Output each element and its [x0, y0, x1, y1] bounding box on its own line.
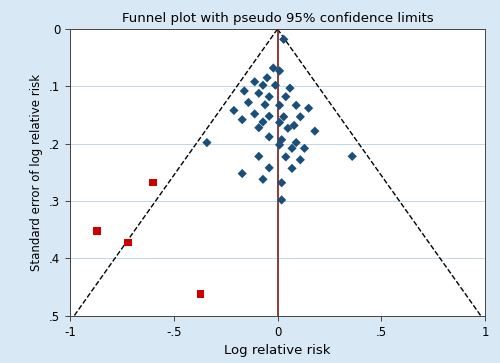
Point	[296, 114, 304, 120]
Point	[280, 114, 287, 120]
Point	[263, 75, 271, 81]
Point	[284, 125, 292, 131]
Point	[288, 166, 296, 171]
Point	[296, 157, 304, 163]
Point	[255, 154, 263, 159]
Point	[288, 146, 296, 151]
Point	[259, 82, 267, 88]
Point	[278, 137, 285, 143]
Point	[230, 107, 238, 113]
Point	[238, 117, 246, 123]
Point	[311, 128, 319, 134]
Point	[259, 176, 267, 182]
Point	[300, 146, 308, 151]
Point	[259, 119, 267, 125]
Point	[282, 154, 290, 160]
Point	[255, 90, 263, 96]
Point	[240, 88, 248, 94]
Y-axis label: Standard error of log relative risk: Standard error of log relative risk	[30, 74, 44, 271]
Point	[250, 111, 258, 117]
Point	[278, 180, 285, 185]
Point	[278, 197, 285, 203]
Point	[265, 134, 273, 140]
Point	[255, 125, 263, 131]
Point	[286, 85, 294, 91]
Point	[250, 79, 258, 85]
Point	[276, 142, 283, 148]
Point	[265, 165, 273, 171]
Point	[265, 113, 273, 119]
Point	[276, 68, 283, 74]
Point	[238, 171, 246, 176]
Point	[270, 65, 278, 71]
Point	[124, 240, 132, 245]
Point	[290, 122, 298, 128]
Point	[276, 120, 283, 126]
Point	[292, 140, 300, 146]
Point	[203, 140, 211, 146]
Title: Funnel plot with pseudo 95% confidence limits: Funnel plot with pseudo 95% confidence l…	[122, 12, 434, 25]
Point	[93, 228, 101, 234]
Point	[265, 94, 273, 99]
Point	[292, 102, 300, 108]
Point	[276, 102, 283, 108]
Point	[348, 154, 356, 159]
Point	[304, 105, 312, 111]
Point	[272, 82, 280, 88]
Point	[149, 180, 157, 185]
Point	[261, 102, 269, 108]
Point	[280, 36, 287, 42]
Point	[244, 99, 252, 105]
X-axis label: Log relative risk: Log relative risk	[224, 344, 331, 357]
Point	[282, 94, 290, 99]
Point	[196, 291, 204, 297]
